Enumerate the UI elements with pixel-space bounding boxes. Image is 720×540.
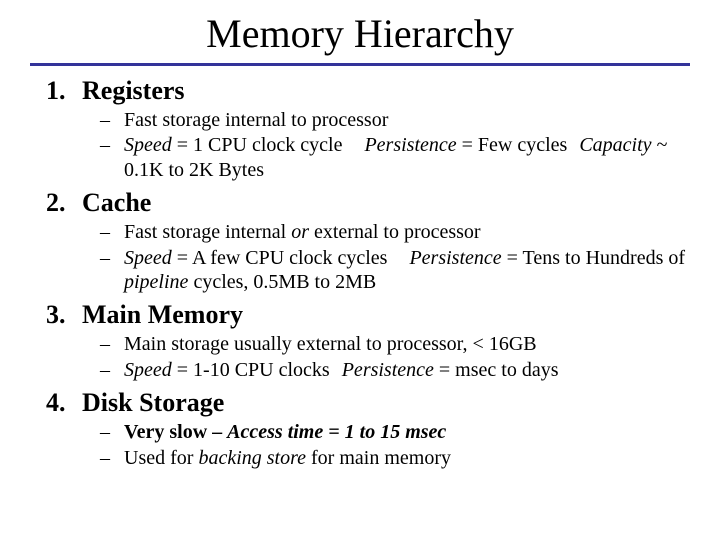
hierarchy-item-3: Main Memory Main storage usually external…: [72, 300, 690, 382]
hierarchy-item-bullets: Main storage usually external to process…: [82, 332, 690, 382]
hierarchy-item-heading: Registers: [82, 76, 185, 105]
hierarchy-item-heading: Main Memory: [82, 300, 243, 329]
title-underline: [30, 63, 690, 66]
bullet: Speed = 1 CPU clock cyclePersistence = F…: [100, 133, 690, 182]
bullet: Fast storage internal or external to pro…: [100, 220, 690, 244]
hierarchy-item-1: Registers Fast storage internal to proces…: [72, 76, 690, 182]
slide-title: Memory Hierarchy: [30, 10, 690, 57]
hierarchy-item-bullets: Fast storage internal to processorSpeed …: [82, 108, 690, 182]
bullet: Speed = A few CPU clock cyclesPersistenc…: [100, 246, 690, 295]
bullet: Fast storage internal to processor: [100, 108, 690, 132]
bullet: Used for backing store for main memory: [100, 446, 690, 470]
slide: Memory Hierarchy Registers Fast storage i…: [0, 0, 720, 540]
hierarchy-item-bullets: Very slow – Access time = 1 to 15 msecUs…: [82, 420, 690, 470]
hierarchy-item-heading: Disk Storage: [82, 388, 224, 417]
hierarchy-item-2: Cache Fast storage internal or external t…: [72, 188, 690, 294]
hierarchy-list: Registers Fast storage internal to proces…: [30, 76, 690, 470]
bullet: Main storage usually external to process…: [100, 332, 690, 356]
hierarchy-item-heading: Cache: [82, 188, 151, 217]
bullet: Speed = 1-10 CPU clocksPersistence = mse…: [100, 358, 690, 382]
hierarchy-item-bullets: Fast storage internal or external to pro…: [82, 220, 690, 294]
hierarchy-item-4: Disk Storage Very slow – Access time = 1 …: [72, 388, 690, 470]
bullet: Very slow – Access time = 1 to 15 msec: [100, 420, 690, 444]
